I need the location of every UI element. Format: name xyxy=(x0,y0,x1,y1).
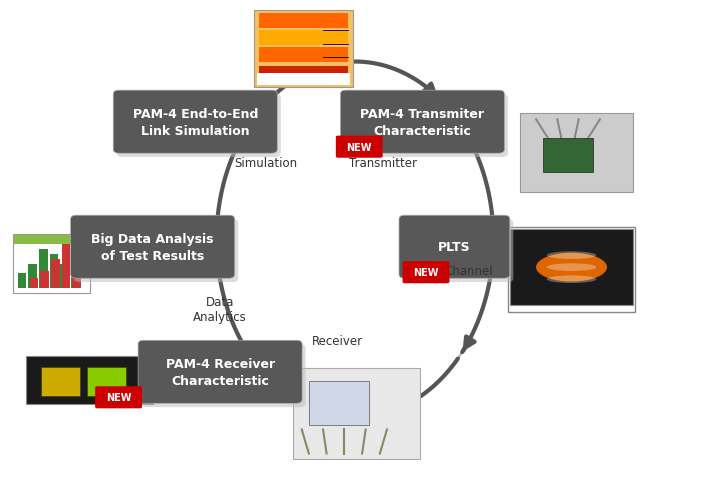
FancyBboxPatch shape xyxy=(71,216,234,278)
FancyBboxPatch shape xyxy=(60,264,69,288)
FancyBboxPatch shape xyxy=(71,269,80,288)
FancyBboxPatch shape xyxy=(257,73,350,85)
Ellipse shape xyxy=(536,253,607,282)
FancyBboxPatch shape xyxy=(30,278,38,288)
FancyBboxPatch shape xyxy=(336,136,383,158)
Ellipse shape xyxy=(547,252,596,259)
FancyBboxPatch shape xyxy=(293,369,420,459)
FancyBboxPatch shape xyxy=(543,139,593,173)
Text: PAM-4 End-to-End
Link Simulation: PAM-4 End-to-End Link Simulation xyxy=(133,108,258,137)
Text: PAM-4 Receiver
Characteristic: PAM-4 Receiver Characteristic xyxy=(165,357,275,387)
FancyBboxPatch shape xyxy=(510,229,633,306)
FancyBboxPatch shape xyxy=(14,235,89,245)
Text: NEW: NEW xyxy=(106,393,131,402)
FancyBboxPatch shape xyxy=(114,91,277,154)
Text: PAM-4 Transmiter
Characteristic: PAM-4 Transmiter Characteristic xyxy=(361,108,484,137)
Text: Simulation: Simulation xyxy=(235,156,297,170)
FancyBboxPatch shape xyxy=(142,345,305,407)
FancyBboxPatch shape xyxy=(72,254,81,288)
FancyBboxPatch shape xyxy=(41,367,80,396)
FancyBboxPatch shape xyxy=(62,245,70,288)
Ellipse shape xyxy=(547,276,596,283)
FancyBboxPatch shape xyxy=(51,259,60,288)
FancyBboxPatch shape xyxy=(13,234,90,294)
FancyBboxPatch shape xyxy=(75,220,239,282)
FancyBboxPatch shape xyxy=(254,11,353,87)
FancyBboxPatch shape xyxy=(259,14,348,29)
FancyBboxPatch shape xyxy=(259,67,348,82)
FancyBboxPatch shape xyxy=(403,220,513,282)
FancyBboxPatch shape xyxy=(259,31,348,46)
FancyBboxPatch shape xyxy=(50,254,58,288)
Text: Transmitter: Transmitter xyxy=(349,156,417,170)
FancyBboxPatch shape xyxy=(403,262,449,284)
FancyBboxPatch shape xyxy=(40,271,49,288)
FancyBboxPatch shape xyxy=(18,274,26,288)
FancyBboxPatch shape xyxy=(87,367,126,396)
FancyBboxPatch shape xyxy=(520,114,633,193)
Text: Data
Analytics: Data Analytics xyxy=(193,296,247,324)
Text: Big Data Analysis
of Test Results: Big Data Analysis of Test Results xyxy=(92,232,214,262)
Ellipse shape xyxy=(547,264,596,272)
Text: NEW: NEW xyxy=(413,268,439,277)
Text: Receiver: Receiver xyxy=(312,334,363,348)
Text: PLTS: PLTS xyxy=(438,240,471,254)
FancyBboxPatch shape xyxy=(341,91,504,154)
FancyBboxPatch shape xyxy=(138,341,302,403)
Text: NEW: NEW xyxy=(346,143,372,152)
FancyBboxPatch shape xyxy=(95,386,142,408)
FancyBboxPatch shape xyxy=(39,250,48,288)
FancyBboxPatch shape xyxy=(344,95,508,157)
FancyBboxPatch shape xyxy=(309,382,369,425)
Text: Channel: Channel xyxy=(444,264,493,278)
FancyBboxPatch shape xyxy=(28,264,37,288)
FancyBboxPatch shape xyxy=(117,95,281,157)
FancyBboxPatch shape xyxy=(399,216,510,278)
FancyBboxPatch shape xyxy=(259,48,348,62)
FancyBboxPatch shape xyxy=(26,357,153,404)
